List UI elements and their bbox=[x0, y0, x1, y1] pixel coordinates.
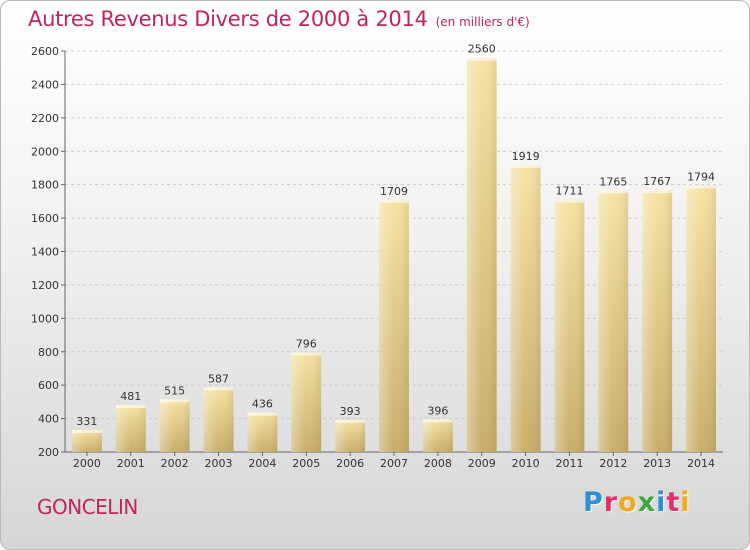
bar-shade bbox=[379, 199, 409, 452]
x-tick-label: 2007 bbox=[380, 457, 408, 470]
bar-shade bbox=[115, 405, 146, 452]
logo-letter: P bbox=[583, 487, 604, 518]
data-label: 796 bbox=[296, 337, 317, 350]
bar-shade bbox=[642, 190, 673, 452]
x-tick-label: 2009 bbox=[468, 457, 496, 470]
commune-name: GONCELIN bbox=[37, 495, 138, 519]
x-tick-label: 2000 bbox=[73, 457, 101, 470]
chart-title-unit: (en milliers d'€) bbox=[435, 15, 530, 29]
bar-highlight bbox=[335, 419, 366, 423]
x-tick-label: 2010 bbox=[512, 457, 540, 470]
bar-highlight bbox=[598, 190, 629, 194]
bar-shade bbox=[510, 164, 541, 452]
y-tick-label: 800 bbox=[38, 346, 59, 359]
bar-highlight bbox=[510, 164, 541, 168]
chart-title: Autres Revenus Divers de 2000 à 2014 (en … bbox=[28, 7, 530, 31]
bar-shade bbox=[291, 352, 322, 452]
logo-letter: t bbox=[666, 487, 681, 518]
logo-letter: i bbox=[680, 487, 691, 518]
bar-shade bbox=[466, 57, 497, 452]
bar-highlight bbox=[642, 190, 673, 194]
x-tick-label: 2011 bbox=[555, 457, 583, 470]
logo-letter: o bbox=[618, 487, 638, 518]
data-label: 1765 bbox=[599, 176, 627, 189]
y-tick-label: 1200 bbox=[31, 279, 59, 292]
x-tick-label: 2004 bbox=[248, 457, 276, 470]
proxiti-logo: Proxiti bbox=[583, 487, 691, 518]
x-tick-label: 2003 bbox=[205, 457, 233, 470]
y-tick-label: 2400 bbox=[31, 78, 59, 91]
y-tick-label: 2200 bbox=[31, 112, 59, 125]
x-tick-label: 2001 bbox=[117, 457, 145, 470]
x-tick-label: 2005 bbox=[292, 457, 320, 470]
bar-highlight bbox=[379, 199, 409, 203]
x-tick-label: 2013 bbox=[643, 457, 671, 470]
data-label: 2560 bbox=[468, 43, 496, 56]
y-tick-label: 1800 bbox=[31, 179, 59, 192]
y-tick-label: 600 bbox=[38, 379, 59, 392]
bar-highlight bbox=[686, 185, 716, 189]
y-tick-label: 1400 bbox=[31, 246, 59, 259]
x-tick-label: 2012 bbox=[599, 457, 627, 470]
bar-shade bbox=[554, 199, 585, 452]
y-tick-label: 1600 bbox=[31, 212, 59, 225]
bar-highlight bbox=[466, 57, 497, 61]
data-label: 515 bbox=[164, 384, 185, 397]
data-label: 1794 bbox=[687, 171, 715, 184]
y-tick-label: 2000 bbox=[31, 145, 59, 158]
bar-shade bbox=[159, 399, 190, 452]
bar-highlight bbox=[291, 352, 322, 356]
data-label: 1919 bbox=[512, 150, 540, 163]
data-label: 331 bbox=[76, 415, 97, 428]
data-label: 481 bbox=[120, 390, 141, 403]
bar-shade bbox=[422, 419, 453, 452]
bar-highlight bbox=[115, 405, 146, 409]
chart-title-main: Autres Revenus Divers de 2000 à 2014 bbox=[28, 7, 428, 31]
y-tick-label: 400 bbox=[38, 413, 59, 426]
bar-highlight bbox=[422, 419, 453, 423]
x-tick-label: 2008 bbox=[424, 457, 452, 470]
x-tick-label: 2006 bbox=[336, 457, 364, 470]
bar-highlight bbox=[203, 387, 234, 391]
data-label: 1709 bbox=[380, 185, 408, 198]
bar-shade bbox=[203, 387, 234, 452]
logo-letter: i bbox=[656, 487, 667, 518]
bar-highlight bbox=[554, 199, 585, 203]
x-tick-label: 2014 bbox=[687, 457, 715, 470]
x-tick-label: 2002 bbox=[161, 457, 189, 470]
bar-highlight bbox=[247, 412, 278, 416]
bar-highlight bbox=[72, 430, 102, 434]
data-label: 393 bbox=[340, 405, 361, 418]
bar-shade bbox=[72, 430, 102, 452]
bar-shade bbox=[335, 419, 366, 452]
bar-highlight bbox=[159, 399, 190, 403]
data-label: 1711 bbox=[555, 185, 583, 198]
y-tick-label: 1000 bbox=[31, 312, 59, 325]
bar-shade bbox=[598, 190, 629, 452]
bar-shade bbox=[686, 185, 716, 452]
y-tick-label: 200 bbox=[38, 446, 59, 459]
logo-letter: r bbox=[603, 487, 619, 518]
data-label: 1767 bbox=[643, 175, 671, 188]
logo-letter: x bbox=[637, 487, 657, 518]
data-label: 396 bbox=[427, 404, 448, 417]
y-tick-label: 2600 bbox=[31, 45, 59, 58]
bar-shade bbox=[247, 412, 278, 452]
data-label: 436 bbox=[252, 398, 273, 411]
data-label: 587 bbox=[208, 372, 229, 385]
